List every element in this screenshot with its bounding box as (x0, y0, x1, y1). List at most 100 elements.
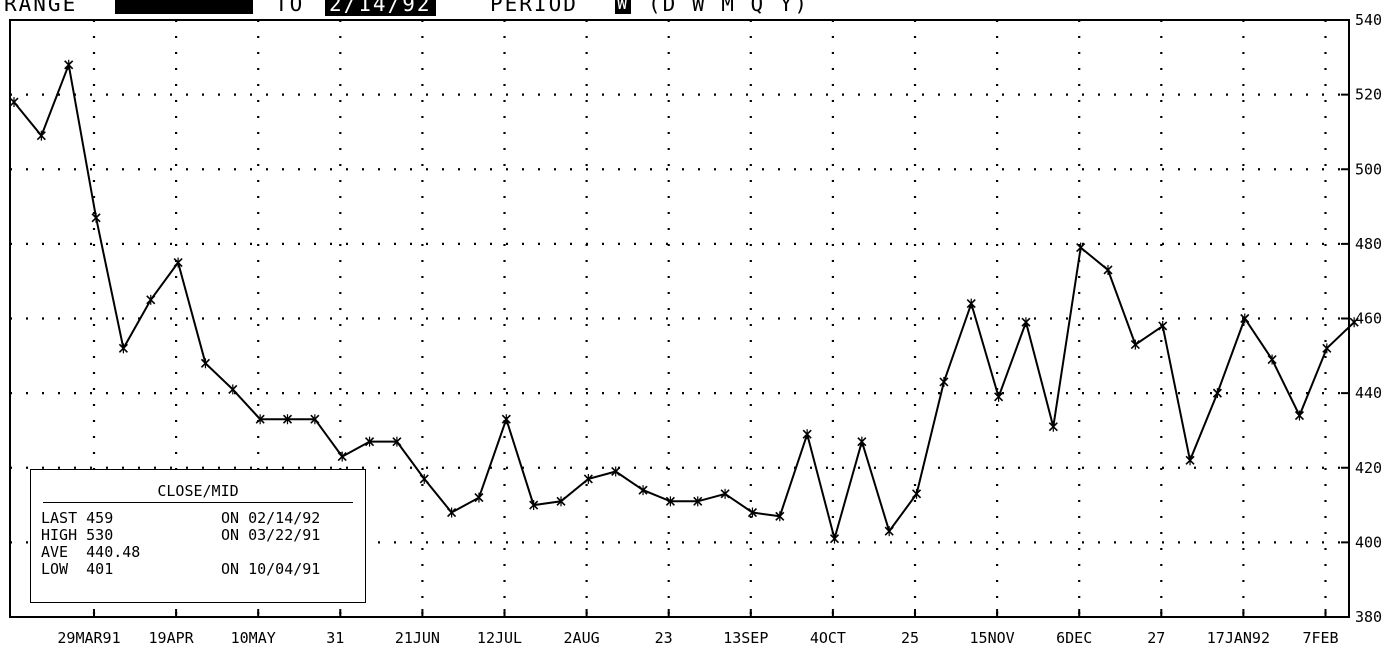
data-point (447, 507, 457, 518)
data-point (1076, 242, 1086, 253)
data-point (255, 414, 265, 425)
range-to-field[interactable]: 2/14/92 (325, 0, 436, 16)
stats-box: CLOSE/MID LAST 459 ON 02/14/92 HIGH 530 … (30, 469, 366, 603)
data-point (1185, 455, 1195, 466)
y-tick-label: 460 (1355, 310, 1382, 328)
y-tick-label: 380 (1355, 608, 1382, 626)
data-point (9, 97, 19, 108)
data-point (775, 511, 785, 522)
stats-divider (43, 502, 353, 503)
stats-row-last: LAST 459 ON 02/14/92 (31, 509, 365, 527)
y-tick-label: 480 (1355, 235, 1382, 253)
data-point (556, 496, 566, 507)
x-tick-label: 2AUG (564, 629, 600, 647)
to-label: TO (275, 0, 305, 16)
x-tick-label: 4OCT (810, 629, 846, 647)
data-point (884, 526, 894, 537)
data-point (966, 298, 976, 309)
x-tick-label: 19APR (149, 629, 195, 647)
data-point (911, 488, 922, 499)
y-axis: 380 400 420 440 460 480 500 520 540 (1341, 11, 1382, 626)
data-point (994, 391, 1004, 402)
data-point (364, 436, 375, 447)
y-tick-label: 540 (1355, 11, 1382, 29)
data-point (1158, 320, 1168, 331)
data-point (1349, 317, 1359, 328)
data-point (1103, 264, 1113, 275)
data-point (36, 130, 46, 141)
stats-row-high: HIGH 530 ON 03/22/91 (31, 526, 365, 544)
data-point (720, 488, 730, 499)
data-point (1294, 410, 1305, 421)
data-point (1322, 343, 1332, 354)
data-point (665, 496, 675, 507)
stats-title: CLOSE/MID (157, 482, 239, 500)
data-point (1267, 354, 1277, 365)
data-point (1048, 421, 1058, 432)
data-point (829, 533, 840, 544)
x-tick-label: 27 (1147, 629, 1165, 647)
stats-last-date: ON 02/14/92 (221, 509, 321, 527)
y-tick-label: 420 (1355, 459, 1382, 477)
data-point (474, 492, 484, 503)
x-tick-label: 7FEB (1302, 629, 1338, 647)
data-point (747, 507, 758, 518)
data-point (337, 451, 347, 462)
data-point (1240, 313, 1250, 324)
stats-row-low: LOW 401 ON 10/04/91 (31, 560, 365, 578)
data-point (857, 436, 867, 447)
data-point (200, 358, 211, 369)
period-label: PERIOD (490, 0, 578, 16)
x-tick-label: 31 (326, 629, 344, 647)
range-from-field[interactable] (115, 0, 253, 14)
stats-ave: AVE 440.48 (41, 543, 141, 561)
data-point (173, 257, 183, 268)
data-point (310, 414, 320, 425)
data-point (501, 414, 511, 425)
data-point (1130, 339, 1140, 350)
x-tick-label: 21JUN (395, 629, 440, 647)
x-axis: 29MAR91 19APR 10MAY 31 21JUN 12JUL 2AUG 23 13SEP… (57, 609, 1339, 647)
data-point (611, 466, 621, 477)
data-point (1021, 317, 1031, 328)
data-point (1212, 388, 1222, 399)
x-tick-label: 25 (901, 629, 919, 647)
period-options: (D W M Q Y) (648, 0, 810, 16)
period-field[interactable]: W (615, 0, 632, 14)
data-point (64, 59, 74, 70)
data-point (228, 384, 238, 395)
data-point (91, 212, 101, 223)
data-point (529, 500, 539, 511)
x-tick-label: 23 (655, 629, 673, 647)
x-tick-label: 13SEP (723, 629, 768, 647)
y-tick-label: 400 (1355, 533, 1382, 551)
series-markers (9, 59, 1359, 544)
stats-last: LAST 459 (41, 509, 114, 527)
header-bar: RANGE TO 2/14/92 PERIOD W (D W M Q Y) (0, 0, 900, 16)
data-point (419, 473, 429, 484)
data-point (802, 429, 812, 440)
stats-high: HIGH 530 (41, 526, 114, 544)
data-point (638, 485, 648, 496)
stats-row-ave: AVE 440.48 (31, 543, 365, 561)
range-label: RANGE (4, 0, 78, 16)
x-tick-label: 17JAN92 (1207, 629, 1270, 647)
x-tick-label: 10MAY (231, 629, 276, 647)
data-point (392, 436, 402, 447)
y-tick-label: 440 (1355, 384, 1382, 402)
data-point (118, 343, 128, 354)
data-point (693, 496, 703, 507)
y-tick-label: 500 (1355, 160, 1382, 178)
data-point (282, 414, 293, 425)
x-tick-label: 12JUL (477, 629, 522, 647)
x-tick-label: 6DEC (1056, 629, 1092, 647)
stats-low: LOW 401 (41, 560, 114, 578)
x-tick-label: 15NOV (970, 629, 1015, 647)
y-tick-label: 520 (1355, 86, 1382, 104)
data-point (939, 376, 949, 387)
stats-high-date: ON 03/22/91 (221, 526, 321, 544)
data-point (146, 294, 156, 305)
data-point (583, 473, 593, 484)
series-line (13, 61, 1355, 543)
